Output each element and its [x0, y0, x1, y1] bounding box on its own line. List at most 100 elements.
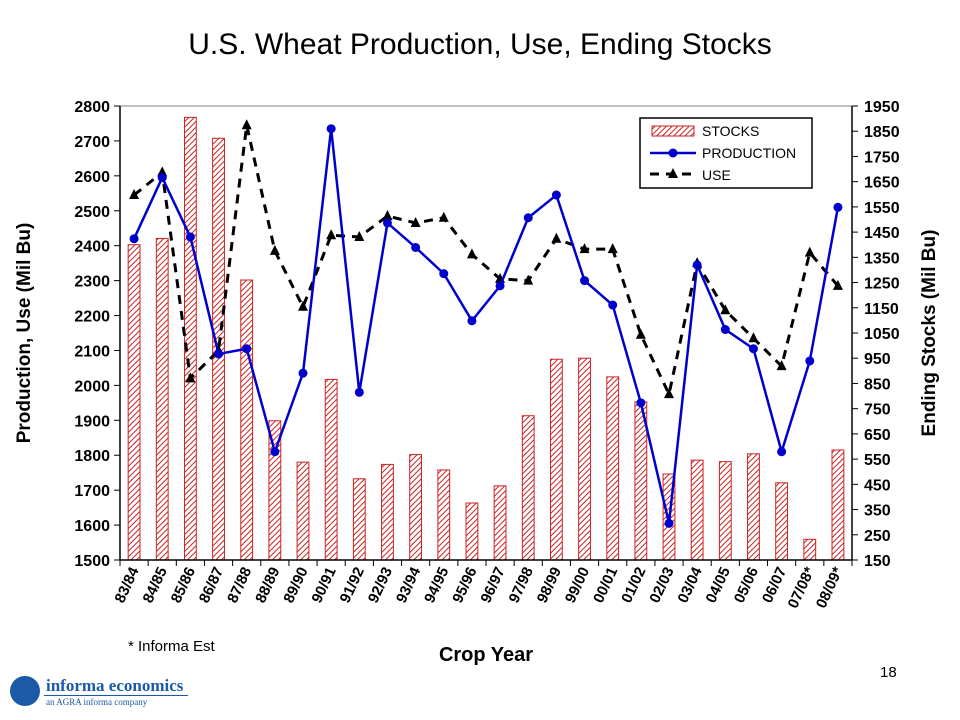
x-tick-label: 86/87	[196, 565, 227, 606]
legend-stocks-label: STOCKS	[702, 123, 759, 139]
stocks-bar-93/94	[409, 454, 423, 561]
x-tick-label: 01/02	[618, 565, 649, 606]
footnote: * Informa Est	[128, 638, 215, 655]
use-point-98/99	[551, 232, 562, 243]
use-point-05/06	[748, 332, 759, 343]
production-point-85/86	[185, 232, 195, 242]
x-tick-label: 08/09*	[813, 564, 847, 611]
production-point-97/98	[523, 213, 533, 223]
left-tick-label: 2500	[74, 204, 110, 221]
x-tick-label: 91/92	[337, 565, 368, 606]
use-point-08/09*	[832, 279, 843, 290]
left-tick-label: 2400	[74, 239, 110, 256]
production-point-95/96	[467, 316, 477, 326]
x-tick-label: 03/04	[675, 564, 707, 606]
x-tick-label: 94/95	[421, 565, 452, 606]
use-point-93/94	[410, 216, 421, 227]
production-point-06/07	[777, 447, 787, 457]
production-point-01/02	[636, 398, 646, 408]
x-tick-label: 96/97	[477, 565, 508, 606]
stocks-bar-94/95	[437, 469, 451, 561]
series-lines	[129, 119, 843, 528]
use-point-02/03	[664, 388, 674, 399]
x-tick-label: 99/00	[562, 565, 593, 606]
legend-stocks-swatch	[651, 125, 695, 137]
globe-icon	[10, 676, 40, 706]
production-point-92/93	[382, 218, 392, 228]
right-tick-label: 1250	[864, 276, 900, 293]
right-tick-label: 250	[864, 528, 891, 545]
stocks-bar-87/88	[240, 279, 254, 561]
stocks-bar-05/06	[747, 453, 760, 561]
logo-tagline: an AGRA informa company	[46, 697, 148, 707]
y-axis-title-left: Production, Use (Mil Bu)	[14, 223, 35, 444]
production-point-88/89	[270, 447, 280, 457]
use-line	[133, 124, 840, 399]
left-tick-label: 2200	[74, 309, 110, 326]
production-line	[132, 128, 840, 524]
left-tick-label: 2300	[74, 274, 110, 291]
right-tick-label: 1550	[864, 200, 900, 217]
left-tick-label: 1500	[74, 553, 110, 570]
legend-use-label: USE	[702, 167, 731, 183]
x-tick-label: 00/01	[590, 565, 621, 606]
left-tick-label: 1700	[74, 483, 110, 500]
stocks-bar-00/01	[606, 376, 620, 561]
stocks-bar-90/91	[324, 378, 338, 561]
left-tick-label: 1800	[74, 448, 110, 465]
production-point-05/06	[748, 344, 758, 354]
production-point-04/05	[720, 325, 730, 335]
production-point-93/94	[411, 242, 421, 252]
x-tick-label: 97/98	[506, 565, 537, 606]
right-tick-label: 750	[864, 402, 891, 419]
stocks-bar-98/99	[549, 358, 563, 561]
right-tick-label: 550	[864, 452, 891, 469]
use-point-94/95	[438, 211, 449, 222]
x-tick-label: 02/03	[646, 565, 677, 606]
page-number: 18	[880, 664, 897, 681]
x-tick-label: 04/05	[703, 565, 734, 606]
left-tick-label: 2000	[74, 378, 110, 395]
stocks-bar-04/05	[718, 461, 732, 561]
legend: STOCKS PRODUCTION USE	[639, 117, 813, 189]
use-point-97/98	[523, 274, 534, 285]
stocks-bar-03/04	[690, 459, 704, 561]
right-tick-label: 650	[864, 427, 891, 444]
right-tick-label: 450	[864, 477, 891, 494]
stocks-bar-07/08*	[803, 538, 817, 561]
chart-title: U.S. Wheat Production, Use, Ending Stock…	[188, 28, 772, 61]
x-axis-title: Crop Year	[439, 644, 533, 666]
use-point-04/05	[720, 304, 731, 315]
x-tick-label: 06/07	[759, 565, 790, 606]
right-tick-label: 1650	[864, 175, 900, 192]
right-tick-label: 150	[864, 553, 891, 570]
use-point-92/93	[382, 210, 393, 221]
production-point-99/00	[580, 276, 590, 286]
use-point-91/92	[354, 230, 365, 241]
production-point-90/91	[326, 124, 336, 134]
right-tick-label: 1950	[864, 99, 900, 116]
stocks-bar-95/96	[465, 502, 479, 561]
logo-name: informa economics	[46, 676, 184, 695]
stocks-bar-83/84	[127, 244, 141, 561]
company-logo: informa economics an AGRA informa compan…	[8, 672, 188, 712]
axes: 1500 1600 1700 1800 1900 2000 2100 2200 2300 2400…	[14, 99, 940, 666]
right-tick-label: 1850	[864, 124, 900, 141]
production-point-87/88	[242, 344, 252, 354]
production-point-91/92	[354, 387, 364, 397]
use-point-85/86	[185, 372, 196, 383]
x-tick-label: 88/89	[252, 565, 283, 606]
production-point-84/85	[157, 173, 167, 183]
legend-production-label: PRODUCTION	[702, 145, 796, 161]
x-tick-label: 87/88	[224, 565, 255, 606]
production-point-98/99	[551, 190, 561, 200]
stocks-bar-96/97	[493, 485, 507, 561]
stocks-bar-89/90	[296, 461, 310, 561]
stocks-bar-97/98	[521, 415, 535, 561]
right-tick-label: 850	[864, 376, 891, 393]
stocks-bar-84/85	[155, 237, 169, 561]
left-tick-label: 2800	[74, 99, 110, 116]
stocks-bar-85/86	[183, 116, 197, 561]
use-point-87/88	[241, 119, 252, 130]
